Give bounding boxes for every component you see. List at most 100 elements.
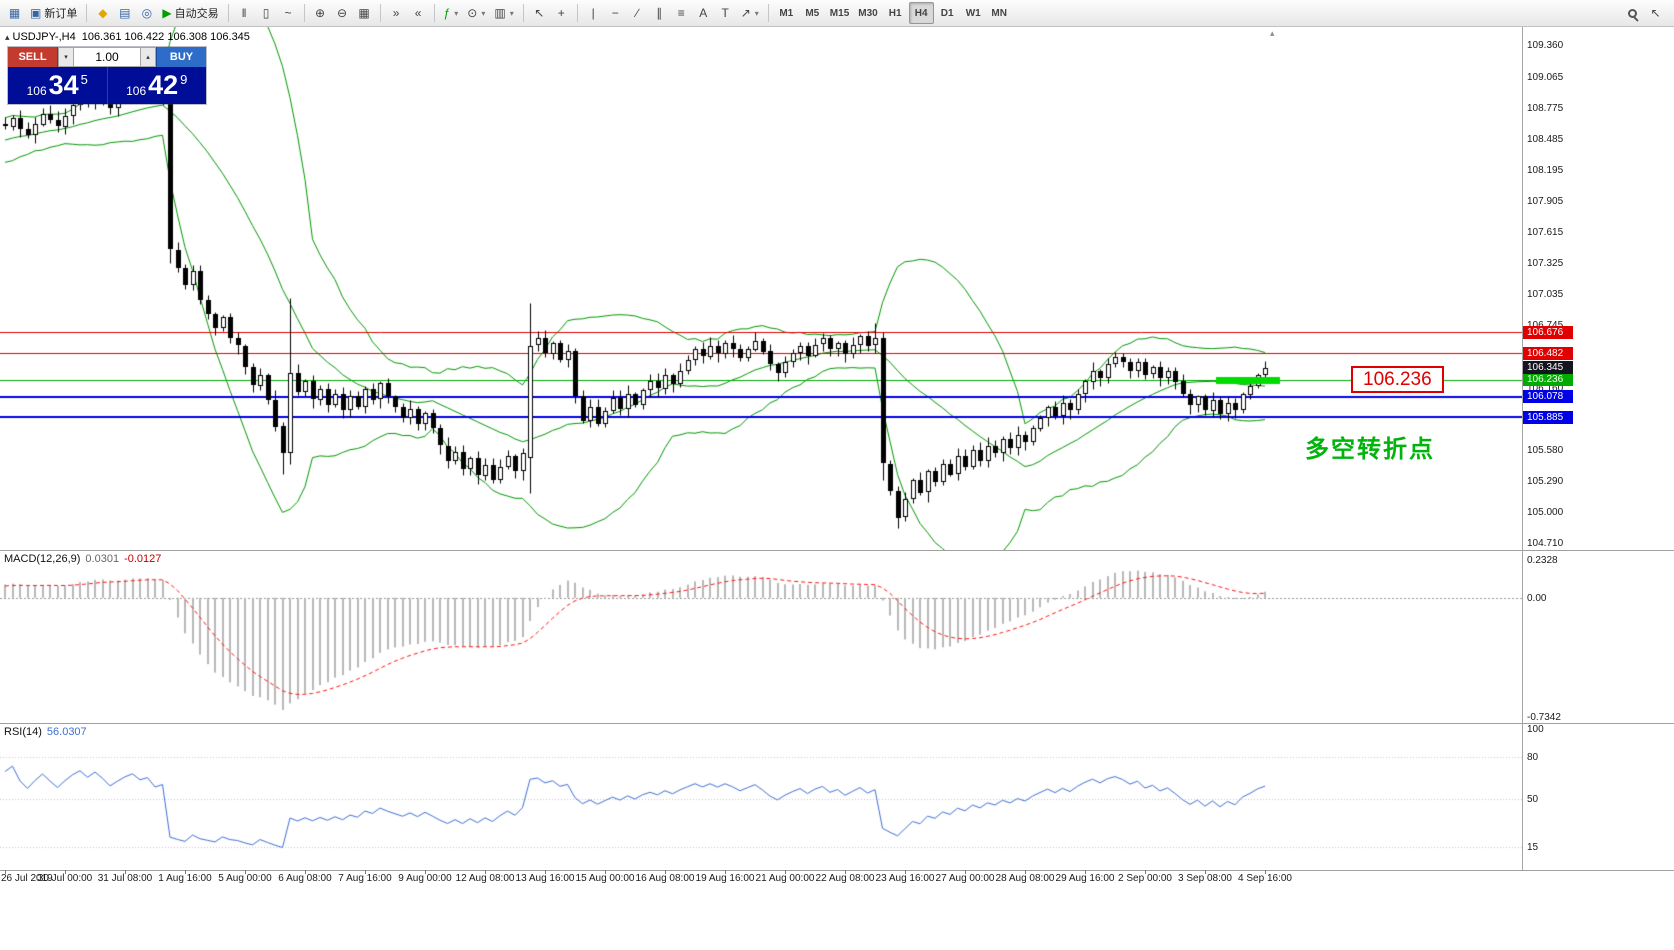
chart-shift-marker[interactable]: ▴ — [1270, 28, 1275, 38]
one-click-trading-panel: SELL ▾ ▴ BUY 106 34 5 106 42 9 — [8, 47, 206, 104]
new-order-button[interactable]: ▣ 新订单 — [26, 2, 81, 24]
periods-button[interactable]: ⊙ ▾ — [463, 2, 489, 24]
horizontal-line-icon: − — [611, 6, 619, 20]
arrows-button[interactable]: ↗ ▾ — [737, 2, 763, 24]
volume-up-button[interactable]: ▴ — [140, 47, 156, 67]
trade-panel-divider — [106, 67, 108, 104]
toolbar-right-group: ↖ — [1622, 2, 1670, 24]
buy-price-sup: 9 — [180, 72, 188, 87]
auto-scroll-button[interactable]: » — [386, 2, 407, 24]
rsi-name: RSI(14) — [4, 726, 42, 738]
symbol-ohlc: 106.361 106.422 106.308 106.345 — [81, 31, 250, 43]
timeframe-h4-button[interactable]: H4 — [908, 2, 934, 24]
sell-price-prefix: 106 — [26, 83, 47, 98]
cursor-button[interactable]: ↖ — [529, 2, 550, 24]
timeframe-mn-button[interactable]: MN — [987, 2, 1012, 24]
toolbar-separator — [576, 4, 578, 22]
text-label-button[interactable]: T — [715, 2, 736, 24]
sell-price-big: 34 — [48, 70, 79, 100]
timeframe-h1-button[interactable]: H1 — [883, 2, 908, 24]
templates-button[interactable]: ▥ ▾ — [490, 2, 517, 24]
symbol-name: USDJPY-,H4 — [12, 31, 76, 43]
timeframe-w1-button[interactable]: W1 — [961, 2, 986, 24]
equidistant-channel-button[interactable]: ∥ — [649, 2, 670, 24]
timeframe-m15-button[interactable]: M15 — [826, 2, 853, 24]
buy-button[interactable]: BUY — [156, 47, 206, 67]
cursor-icon: ↖ — [534, 6, 545, 20]
macd-value-signal: -0.0127 — [124, 553, 162, 565]
tile-windows-button[interactable]: ▦ — [354, 2, 375, 24]
line-chart-icon: ~ — [284, 6, 292, 20]
macd-name: MACD(12,26,9) — [4, 553, 81, 565]
chart-shift-button[interactable]: « — [408, 2, 429, 24]
sell-button[interactable]: SELL — [8, 47, 58, 67]
candlestick-chart-icon: ▯ — [262, 6, 270, 20]
indicators-button[interactable]: ƒ ▾ — [440, 2, 463, 24]
auto-scroll-icon: » — [392, 6, 400, 20]
volume-down-button[interactable]: ▾ — [58, 47, 74, 67]
text-button[interactable]: A — [693, 2, 714, 24]
time-axis[interactable] — [0, 870, 1674, 892]
navigator-button[interactable]: ◎ — [136, 2, 157, 24]
crosshair-button[interactable]: + — [551, 2, 572, 24]
zoom-out-button[interactable]: ⊖ — [332, 2, 353, 24]
equidistant-channel-icon: ∥ — [656, 6, 663, 20]
macd-value-main: 0.0301 — [85, 553, 120, 565]
fibonacci-icon: ≡ — [677, 6, 685, 20]
timeframe-m30-button[interactable]: M30 — [854, 2, 881, 24]
quick-cursor-button[interactable]: ↖ — [1645, 2, 1666, 24]
price-annotation: 106.236 — [1351, 366, 1444, 393]
zoom-in-button[interactable]: ⊕ — [310, 2, 331, 24]
tile-windows-icon: ▦ — [358, 6, 370, 20]
chevron-down-icon: ▾ — [481, 8, 486, 18]
macd-pane-separator[interactable] — [0, 550, 1674, 551]
chevron-down-icon: ▾ — [509, 8, 514, 18]
chart-symbol-info: ▴ USDJPY-,H4 106.361 106.422 106.308 106.3… — [5, 31, 250, 43]
trendline-button[interactable]: ∕ — [627, 2, 648, 24]
data-window-icon: ▤ — [119, 6, 131, 20]
sell-price[interactable]: 106 34 5 — [8, 67, 107, 104]
navigator-icon: ◎ — [141, 6, 153, 20]
trade-panel-controls: SELL ▾ ▴ BUY — [8, 47, 206, 67]
market-watch-button[interactable]: ◆ — [92, 2, 113, 24]
buy-price[interactable]: 106 42 9 — [108, 67, 207, 104]
new-order-icon: ▣ — [30, 6, 42, 20]
text-label-icon: T — [721, 6, 729, 20]
vertical-line-button[interactable]: | — [583, 2, 604, 24]
timeframe-m1-button[interactable]: M1 — [774, 2, 799, 24]
line-chart-button[interactable]: ~ — [278, 2, 299, 24]
timeframe-d1-button[interactable]: D1 — [935, 2, 960, 24]
price-chart-pane[interactable] — [0, 27, 1522, 550]
horizontal-line-button[interactable]: − — [605, 2, 626, 24]
toolbar-separator — [227, 4, 229, 22]
auto-trading-button[interactable]: ▶ 自动交易 — [158, 2, 222, 24]
sell-price-sup: 5 — [80, 72, 88, 87]
search-button[interactable] — [1622, 2, 1643, 24]
quick-cursor-icon: ↖ — [1650, 6, 1661, 20]
new-chart-icon: ▦ — [8, 6, 21, 20]
symbol-arrow-icon: ▴ — [5, 32, 10, 42]
market-watch-icon: ◆ — [98, 6, 108, 20]
indicators-icon: ƒ — [443, 6, 451, 20]
toolbar-separator — [379, 4, 381, 22]
rsi-value: 56.0307 — [46, 726, 87, 738]
volume-input[interactable] — [74, 47, 140, 67]
macd-pane — [0, 550, 1522, 723]
chart-shift-icon: « — [414, 6, 422, 20]
rsi-pane-separator[interactable] — [0, 723, 1674, 724]
rsi-label: RSI(14) 56.0307 — [4, 726, 92, 738]
rsi-pane — [0, 723, 1522, 870]
toolbar: ▦ ▣ 新订单 ◆ ▤ ◎ ▶ 自动交易 ‖ ▯ ~ ⊕ ⊖ ▦» «ƒ ▾ ⊙ ▾ ▥ ▾ ↖ + | − ∕ ∥ ≡ A T ↗ ▾ M1… — [0, 0, 1674, 27]
search-icon — [1628, 8, 1637, 18]
toolbar-separator — [433, 4, 435, 22]
trendline-icon: ∕ — [636, 6, 639, 20]
candlestick-chart-button[interactable]: ▯ — [256, 2, 277, 24]
zoom-out-icon: ⊖ — [337, 6, 348, 20]
fibonacci-button[interactable]: ≡ — [671, 2, 692, 24]
price-axis[interactable] — [1522, 27, 1674, 870]
text-icon: A — [699, 6, 708, 20]
new-chart-button[interactable]: ▦ — [4, 2, 25, 24]
bar-chart-button[interactable]: ‖ — [234, 2, 255, 24]
data-window-button[interactable]: ▤ — [114, 2, 135, 24]
timeframe-m5-button[interactable]: M5 — [800, 2, 825, 24]
